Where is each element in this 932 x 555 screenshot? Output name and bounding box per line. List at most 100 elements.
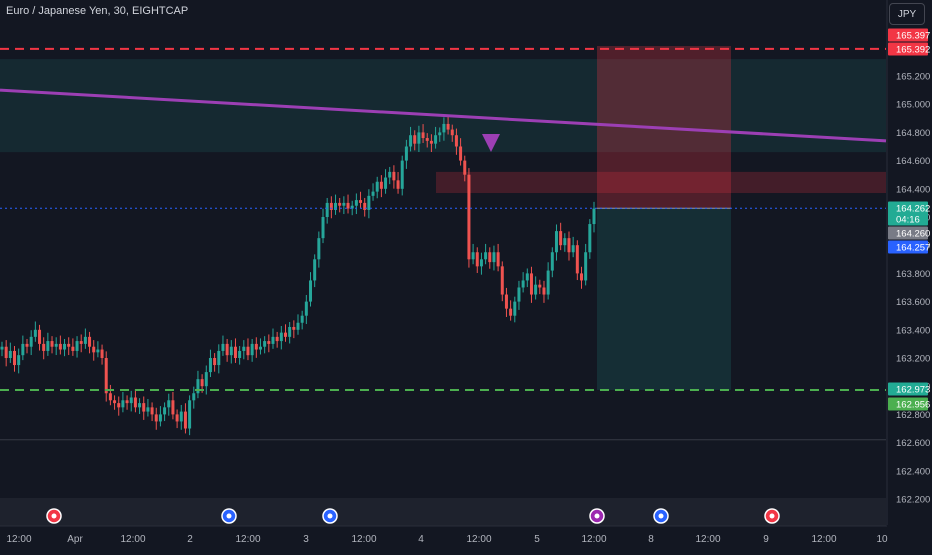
time-tick-label: 12:00	[120, 534, 145, 545]
candle-body	[242, 346, 246, 351]
candle-body	[192, 393, 196, 401]
price-badge-label: 162.973	[896, 385, 930, 396]
candle-body	[338, 202, 342, 206]
candle-body	[438, 132, 442, 136]
candle-body	[442, 123, 446, 133]
candle-body	[479, 259, 483, 267]
candle-body	[46, 341, 50, 351]
price-badge-countdown	[888, 212, 928, 226]
candle-body	[459, 146, 463, 161]
symbol-title: Euro / Japanese Yen, 30, EIGHTCAP	[6, 5, 189, 17]
candle-body	[446, 123, 450, 130]
candle-body	[588, 224, 592, 253]
candle-body	[238, 350, 242, 358]
candle-body	[246, 346, 250, 356]
position-target-area	[597, 208, 731, 391]
candle-body	[517, 287, 521, 302]
candle-body	[400, 160, 404, 189]
candle-body	[129, 397, 133, 404]
candle-body	[579, 273, 583, 281]
candle-body	[279, 332, 283, 342]
candle-body	[267, 341, 271, 344]
candle-body	[283, 332, 287, 337]
candle-body	[413, 135, 417, 144]
candle-body	[88, 336, 92, 347]
candle-body	[504, 294, 508, 309]
candle-body	[475, 252, 479, 267]
candle-body	[454, 135, 458, 147]
price-badge-target_line	[888, 382, 928, 396]
candle-body	[200, 379, 204, 387]
candle-body	[300, 315, 304, 323]
currency-button[interactable]: JPY	[889, 3, 925, 25]
price-tick-label: 163.400	[896, 325, 930, 336]
price-tick-label: 165.000	[896, 100, 930, 111]
candle-body	[396, 180, 400, 189]
candle-body	[509, 308, 513, 316]
candle-body	[142, 403, 146, 412]
price-tick-label: 162.800	[896, 410, 930, 421]
candle-body	[25, 343, 29, 347]
candle-body	[496, 252, 500, 267]
candle-body	[534, 284, 538, 295]
candle-body	[38, 329, 42, 344]
candle-body	[225, 343, 229, 356]
price-tick-label: 163.800	[896, 269, 930, 280]
candle-body	[546, 270, 550, 295]
candle-body	[350, 205, 354, 209]
candle-body	[150, 407, 154, 415]
candle-body	[525, 273, 529, 281]
time-tick-label: 8	[648, 534, 654, 545]
candle-body	[275, 336, 279, 342]
event-icon-dot	[327, 513, 333, 519]
candle-body	[342, 202, 346, 206]
candle-body	[92, 346, 96, 353]
candle-body	[563, 238, 567, 246]
price-tick-label: 164.400	[896, 184, 930, 195]
price-badge-label: 164.257	[896, 243, 930, 254]
candle-body	[592, 208, 596, 225]
candle-body	[167, 400, 171, 408]
time-tick-label: 12:00	[581, 534, 606, 545]
candle-body	[542, 287, 546, 295]
price-tick-label: 162.600	[896, 438, 930, 449]
time-tick-label: 12:00	[695, 534, 720, 545]
time-tick-label: 5	[534, 534, 540, 545]
candle-body	[213, 358, 217, 366]
candle-body	[42, 343, 46, 351]
time-tick-label: 3	[303, 534, 309, 545]
sell-marker-icon	[482, 134, 500, 152]
price-badge-label: 165.397	[896, 31, 930, 42]
candle-body	[450, 129, 454, 136]
supply-zone	[436, 171, 886, 194]
time-tick-label: 10	[876, 534, 888, 545]
price-badge-label: 164.260	[896, 229, 930, 240]
time-tick-label: 9	[763, 534, 769, 545]
candle-body	[171, 400, 175, 415]
candle-body	[13, 350, 17, 366]
candle-body	[392, 171, 396, 181]
candle-body	[125, 400, 129, 404]
candle-body	[363, 202, 367, 210]
candle-body	[154, 414, 158, 422]
candle-body	[484, 252, 488, 260]
candle-body	[388, 171, 392, 178]
candle-body	[221, 343, 225, 351]
price-badge-ask	[888, 240, 928, 254]
candle-body	[4, 346, 8, 358]
candle-body	[346, 202, 350, 209]
event-icon-dot	[658, 513, 664, 519]
time-tick-label: 12:00	[811, 534, 836, 545]
candle-body	[554, 231, 558, 253]
candle-body	[75, 341, 79, 351]
candle-body	[463, 160, 467, 175]
trendline	[0, 88, 887, 143]
candle-body	[575, 245, 579, 274]
candle-body	[271, 336, 275, 344]
price-badge-target	[888, 397, 928, 411]
candle-body	[196, 379, 200, 394]
event-icon-dot	[51, 513, 57, 519]
candle-body	[292, 326, 296, 330]
